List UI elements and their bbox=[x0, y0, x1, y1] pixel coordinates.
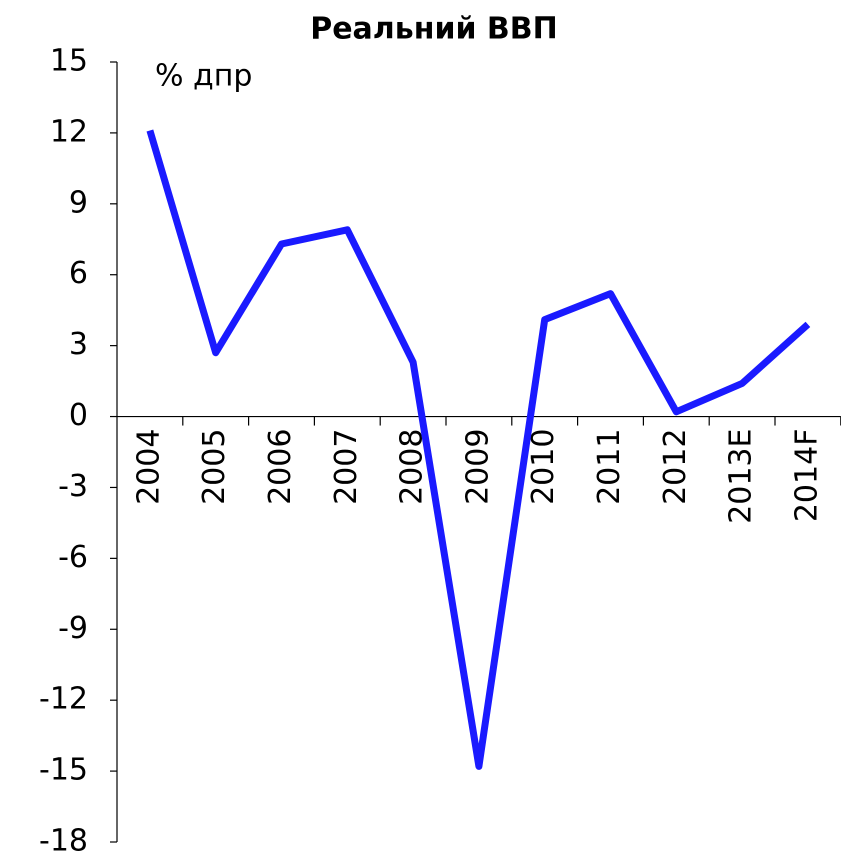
x-tick-label: 2009 bbox=[460, 429, 495, 505]
data-line bbox=[146, 129, 811, 770]
x-tick-label: 2012 bbox=[658, 429, 693, 505]
unit-annotation: % дпр bbox=[155, 59, 252, 94]
x-tick-label: 2004 bbox=[131, 429, 166, 505]
y-tick-label: -12 bbox=[39, 682, 88, 717]
x-tick-label: 2013E bbox=[724, 429, 759, 524]
chart-title: Реальний ВВП bbox=[310, 12, 558, 47]
x-tick-label: 2007 bbox=[329, 429, 364, 505]
y-tick-label: 15 bbox=[50, 44, 88, 79]
x-tick-label: 2010 bbox=[526, 429, 561, 505]
x-tick-label: 2006 bbox=[263, 429, 298, 505]
y-tick-label: 3 bbox=[69, 327, 88, 362]
y-tick-label: -18 bbox=[39, 824, 88, 855]
x-tick-label: 2011 bbox=[592, 429, 627, 505]
x-tick-label: 2005 bbox=[197, 429, 232, 505]
y-tick-label: -6 bbox=[58, 540, 88, 575]
y-tick-label: -15 bbox=[39, 753, 88, 788]
y-tick-label: -3 bbox=[58, 469, 88, 504]
y-tick-label: 9 bbox=[69, 185, 88, 220]
y-tick-label: -9 bbox=[58, 611, 88, 646]
y-tick-label: 0 bbox=[69, 398, 88, 433]
y-tick-label: 12 bbox=[50, 114, 88, 149]
x-tick-label: 2014F bbox=[789, 429, 824, 523]
y-tick-label: 6 bbox=[69, 256, 88, 291]
